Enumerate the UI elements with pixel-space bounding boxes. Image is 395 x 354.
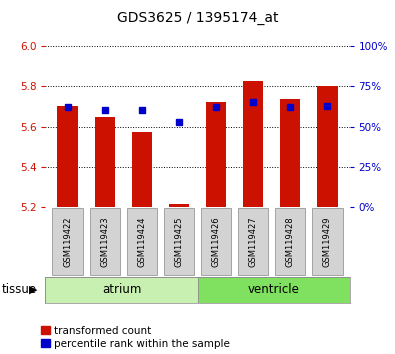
Bar xyxy=(132,132,152,207)
Text: GDS3625 / 1395174_at: GDS3625 / 1395174_at xyxy=(117,11,278,25)
Bar xyxy=(280,99,301,207)
Bar xyxy=(198,277,350,303)
Text: GSM119423: GSM119423 xyxy=(100,216,109,267)
Text: GSM119428: GSM119428 xyxy=(286,216,295,267)
Legend: transformed count, percentile rank within the sample: transformed count, percentile rank withi… xyxy=(41,326,230,349)
Bar xyxy=(90,209,120,275)
Bar xyxy=(238,209,268,275)
Bar xyxy=(127,209,157,275)
Bar xyxy=(206,102,226,207)
Text: ventricle: ventricle xyxy=(248,284,299,296)
Text: GSM119425: GSM119425 xyxy=(175,216,183,267)
Bar xyxy=(169,205,189,207)
Text: GSM119427: GSM119427 xyxy=(248,216,258,267)
Text: atrium: atrium xyxy=(102,284,141,296)
Bar xyxy=(275,209,305,275)
Text: GSM119424: GSM119424 xyxy=(137,216,147,267)
Text: tissue: tissue xyxy=(2,284,37,296)
Bar xyxy=(164,209,194,275)
Bar xyxy=(201,209,231,275)
Text: GSM119426: GSM119426 xyxy=(212,216,220,267)
Bar xyxy=(45,277,198,303)
Bar xyxy=(312,209,342,275)
Bar xyxy=(317,86,337,207)
Bar xyxy=(243,81,263,207)
Text: ▶: ▶ xyxy=(29,285,38,295)
Bar xyxy=(53,209,83,275)
Text: GSM119422: GSM119422 xyxy=(63,216,72,267)
Text: GSM119429: GSM119429 xyxy=(323,216,332,267)
Bar xyxy=(94,117,115,207)
Bar xyxy=(58,107,78,207)
